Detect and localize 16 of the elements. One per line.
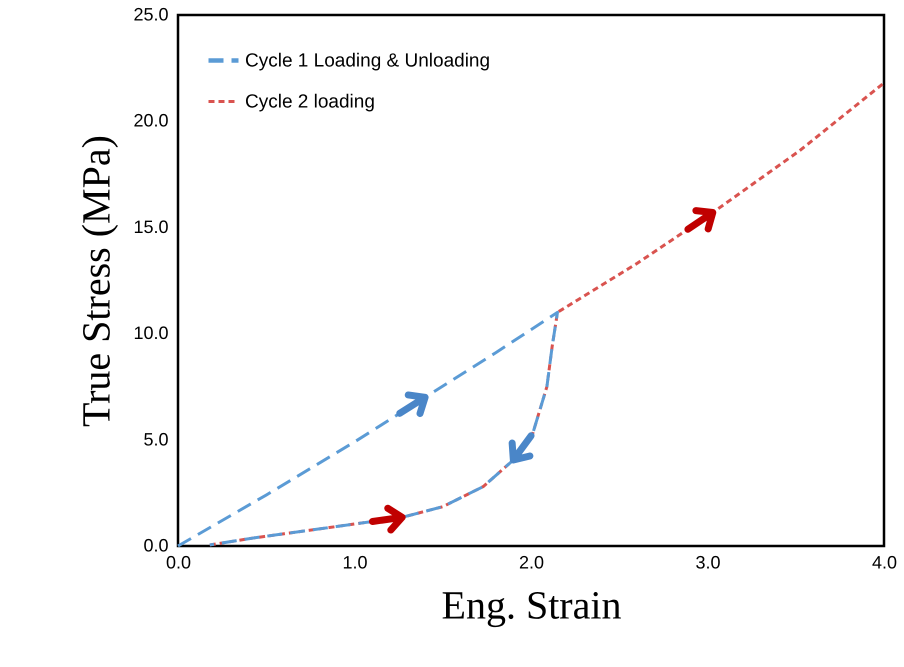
y-tick-label: 25.0 bbox=[133, 4, 168, 24]
y-tick-label: 10.0 bbox=[133, 323, 168, 344]
x-tick-label: 0.0 bbox=[166, 552, 192, 572]
y-tick-label: 15.0 bbox=[133, 216, 168, 237]
x-tick-label: 2.0 bbox=[518, 552, 544, 572]
y-tick-label: 0.0 bbox=[143, 536, 168, 556]
x-tick-label: 1.0 bbox=[342, 552, 368, 572]
line-series bbox=[176, 310, 559, 548]
legend-label: Cycle 1 Loading & Unloading bbox=[245, 50, 490, 72]
x-axis-title: Eng. Strain bbox=[442, 582, 622, 628]
x-tick-label: 4.0 bbox=[872, 552, 898, 572]
y-tick-label: 5.0 bbox=[143, 429, 168, 450]
y-axis-title: True Stress (MPa) bbox=[73, 135, 118, 427]
legend-label: Cycle 2 loading bbox=[245, 92, 375, 112]
x-tick-label: 3.0 bbox=[695, 552, 721, 572]
y-tick-label: 20.0 bbox=[133, 110, 168, 131]
